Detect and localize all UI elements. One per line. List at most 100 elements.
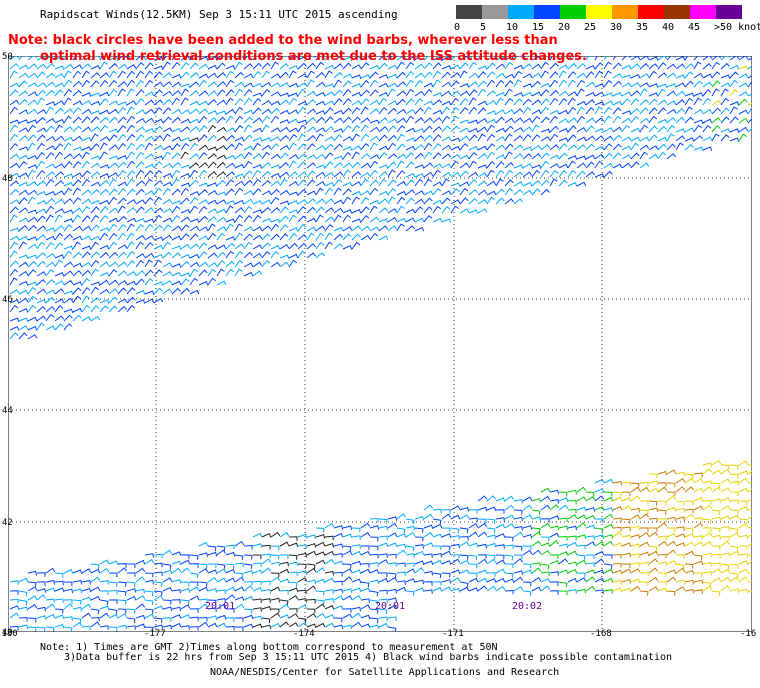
wind-barb [324, 207, 335, 214]
wind-barb [477, 133, 486, 142]
wind-barb [261, 151, 271, 160]
wind-barb [702, 531, 713, 538]
legend-label: 0 [454, 22, 461, 33]
wind-barb [567, 71, 577, 79]
wind-barb [351, 161, 361, 169]
wind-barb [297, 179, 307, 187]
wind-barb [522, 126, 533, 133]
wind-barb [27, 581, 37, 587]
wind-barb [720, 505, 731, 511]
wind-barb [513, 70, 523, 79]
wind-barb [657, 125, 667, 133]
wind-barb [36, 234, 46, 241]
wind-barb [648, 507, 659, 513]
wind-barb [297, 621, 308, 628]
wind-barb [315, 61, 325, 70]
wind-barb [477, 164, 488, 169]
wind-barb [414, 79, 424, 88]
wind-barb [18, 235, 29, 241]
wind-barb [117, 287, 127, 295]
wind-barb [486, 161, 496, 169]
wind-barb [567, 525, 577, 531]
wind-barb [288, 587, 299, 593]
wind-barb [99, 215, 109, 223]
wind-barb [252, 615, 263, 621]
wind-barb [405, 151, 415, 160]
wind-barb [603, 79, 613, 88]
wind-barb [54, 190, 65, 196]
wind-barb [270, 82, 281, 88]
wind-barb [144, 298, 155, 304]
wind-barb [639, 136, 650, 142]
wind-barb [72, 270, 82, 277]
wind-barb [432, 134, 442, 142]
wind-barb [162, 61, 171, 70]
wind-barb [216, 614, 227, 620]
wind-barb [180, 224, 190, 232]
wind-barb [576, 496, 587, 502]
wind-barb [207, 622, 218, 628]
wind-barb [279, 541, 290, 547]
wind-barb [531, 531, 542, 538]
wind-barb [729, 106, 738, 115]
wind-barb [126, 581, 136, 587]
wind-barb [549, 109, 560, 115]
wind-barb [513, 117, 524, 124]
wind-barb [360, 545, 370, 550]
wind-barb [27, 63, 38, 70]
wind-barb [405, 145, 416, 151]
wind-barb [90, 281, 101, 287]
wind-barb [549, 97, 559, 106]
wind-barb [558, 497, 569, 502]
wind-barb [288, 97, 297, 106]
wind-barb [153, 244, 164, 250]
wind-barb [306, 170, 316, 178]
wind-barb [693, 541, 704, 547]
wind-barb [576, 506, 587, 512]
wind-barb [630, 56, 641, 61]
wind-barb [369, 65, 380, 70]
wind-barb [243, 170, 253, 178]
wind-barb [36, 215, 46, 223]
wind-barb [72, 179, 82, 187]
wind-barb [477, 506, 488, 512]
wind-barb [72, 135, 83, 142]
wind-barb [18, 90, 29, 97]
wind-barb [72, 588, 83, 594]
wind-barb [153, 553, 163, 559]
wind-barb [711, 133, 720, 142]
wind-barb [495, 197, 505, 205]
wind-barb [711, 562, 721, 568]
wind-barb [379, 572, 388, 578]
wind-barb [315, 116, 325, 124]
wind-barb [144, 170, 154, 178]
wind-barb [99, 279, 110, 286]
wind-barb [234, 124, 244, 133]
wind-barb [594, 101, 605, 106]
wind-barb [117, 599, 127, 605]
wind-barb [351, 535, 361, 540]
wind-barb [513, 499, 523, 504]
wind-barb [369, 135, 380, 142]
wind-barb [315, 92, 326, 97]
wind-barb [234, 243, 245, 250]
wind-barb [441, 560, 452, 565]
legend-swatch [638, 5, 664, 19]
wind-barb [450, 577, 461, 583]
wind-barb [441, 81, 452, 88]
wind-barb [270, 545, 280, 551]
wind-barb [576, 100, 587, 106]
wind-barb [108, 608, 118, 615]
wind-barb [351, 527, 361, 533]
wind-barb [54, 608, 64, 614]
wind-barb [117, 155, 128, 160]
wind-barb [432, 181, 443, 187]
wind-barb [558, 137, 569, 142]
wind-barb [297, 205, 307, 214]
wind-barb [207, 161, 217, 169]
wind-barb [738, 73, 749, 79]
wind-barb [702, 500, 712, 505]
wind-barb [171, 143, 181, 151]
wind-barb [54, 118, 65, 124]
wind-barb [279, 561, 289, 567]
